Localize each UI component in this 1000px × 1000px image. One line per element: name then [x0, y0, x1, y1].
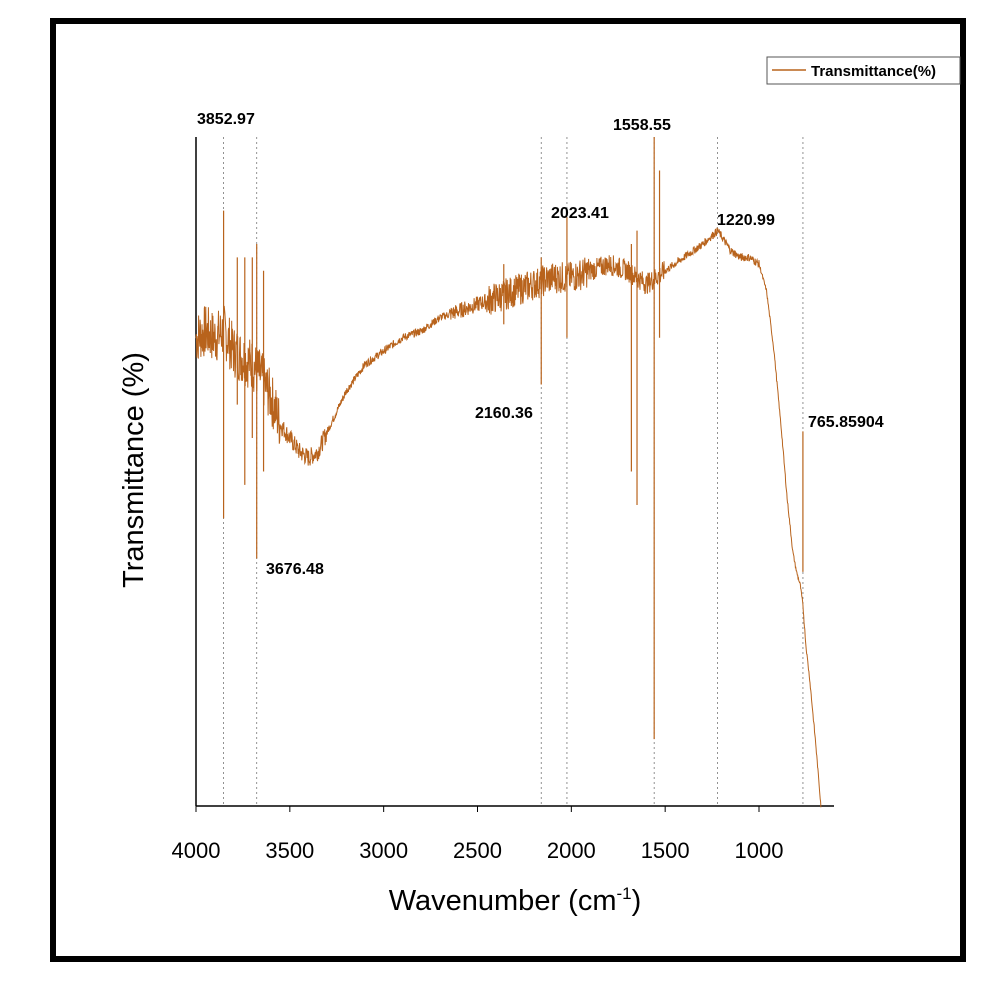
x-tick-label: 3000 — [359, 838, 408, 863]
peak-label-1220: 1220.99 — [717, 212, 775, 229]
x-tick-label: 2500 — [453, 838, 502, 863]
series-line-transmittance — [195, 227, 822, 808]
x-tick-label: 1500 — [641, 838, 690, 863]
peak-marker-lines — [223, 137, 804, 806]
y-axis-title: Transmittance (%) — [118, 352, 150, 588]
x-tick-label: 2000 — [547, 838, 596, 863]
x-tick-label: 1000 — [735, 838, 784, 863]
x-axis-title-sup: -1 — [616, 884, 631, 903]
x-axis-title-close: ) — [632, 885, 642, 917]
peak-label-2160: 2160.36 — [475, 405, 533, 422]
legend: Transmittance(%) — [766, 56, 961, 85]
peak-label-3676: 3676.48 — [266, 561, 324, 578]
x-tick-label: 4000 — [172, 838, 221, 863]
legend-label: Transmittance(%) — [811, 63, 936, 80]
x-tick-label: 3500 — [265, 838, 314, 863]
peak-label-2023: 2023.41 — [551, 205, 609, 222]
x-axis-title: Wavenumber (cm-1) — [389, 884, 642, 917]
peak-label-3852: 3852.97 — [197, 111, 255, 128]
series-layer — [195, 137, 822, 808]
x-ticks: 4000 3500 3000 2500 2000 1500 1000 — [172, 806, 784, 863]
peak-label-765: 765.85904 — [808, 414, 884, 431]
peak-label-1558: 1558.55 — [613, 117, 671, 134]
figure-frame — [50, 18, 966, 962]
x-axis-title-main: Wavenumber (cm — [389, 885, 617, 917]
